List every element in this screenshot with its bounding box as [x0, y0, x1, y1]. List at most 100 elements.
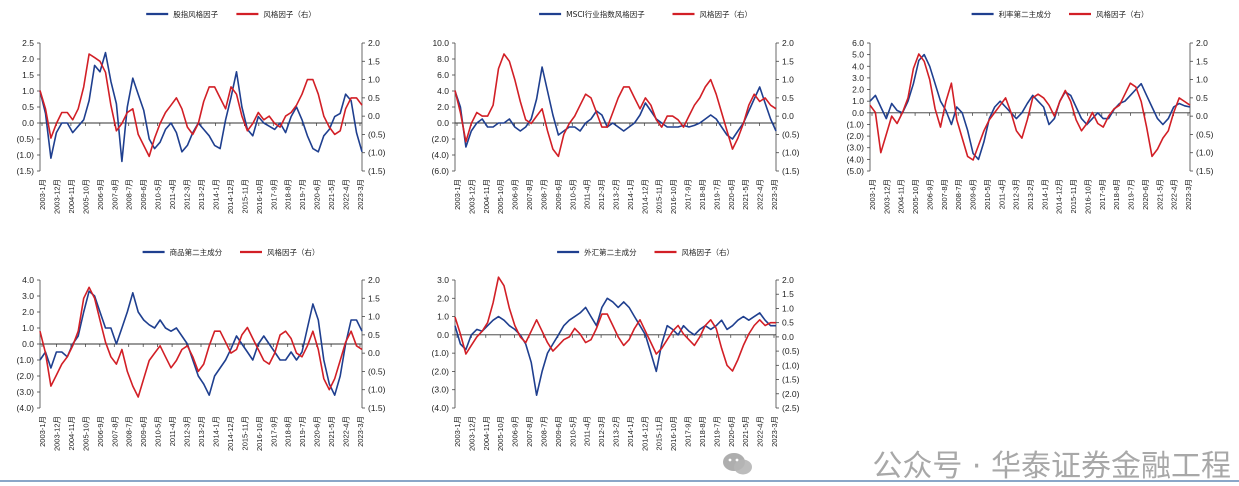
left-tick-label: (3.0)	[17, 387, 35, 397]
x-tick-label: 2013-2月	[1026, 179, 1035, 210]
x-tick-label: 2021-5月	[741, 416, 750, 447]
left-tick-label: 0.0	[852, 108, 864, 118]
x-tick-label: 2006-9月	[96, 416, 105, 447]
x-tick-label: 2007-8月	[525, 416, 534, 447]
left-tick-label: (1.0)	[17, 355, 35, 365]
x-tick-label: 2017-9月	[684, 179, 693, 210]
x-tick-label: 2003-12月	[467, 416, 476, 451]
right-tick-label: 1.0	[1196, 75, 1208, 85]
x-tick-label: 2015-11月	[240, 416, 249, 450]
right-tick-label: (0.5)	[368, 366, 386, 376]
left-tick-label: (0.5)	[17, 134, 35, 144]
x-tick-label: 2020-6月	[313, 179, 322, 210]
x-tick-label: 2009-6月	[139, 416, 148, 447]
x-tick-label: 2012-3月	[597, 416, 606, 447]
x-tick-label: 2006-9月	[96, 179, 105, 210]
x-tick-label: 2020-6月	[313, 416, 322, 447]
x-tick-label: 2017-9月	[269, 179, 278, 210]
right-tick-label: 1.5	[782, 56, 794, 66]
left-tick-label: (1.0)	[432, 348, 450, 358]
x-tick-label: 2014-1月	[626, 416, 635, 447]
x-tick-label: 2014-1月	[626, 179, 635, 210]
x-tick-label: 2016-10月	[255, 179, 264, 214]
x-tick-label: 2016-10月	[669, 179, 678, 214]
x-tick-label: 2005-10月	[496, 416, 505, 451]
series-line-right	[39, 53, 363, 158]
x-tick-label: 2003-12月	[467, 179, 476, 214]
x-tick-label: 2011-4月	[583, 179, 592, 209]
x-tick-label: 2019-7月	[712, 179, 721, 210]
x-tick-label: 2003-1月	[453, 416, 462, 447]
right-tick-label: 1.5	[1196, 56, 1208, 66]
x-tick-label: 2014-1月	[1040, 179, 1049, 210]
right-tick-label: (1.5)	[782, 375, 800, 385]
left-tick-label: (2.0)	[432, 366, 450, 376]
chart-3: 利率第二主成分 风格因子（右）6.05.04.03.02.01.00.0(1.0)…	[847, 9, 1214, 214]
right-tick-label: (1.5)	[368, 166, 386, 176]
x-tick-label: 2019-7月	[712, 416, 721, 447]
x-tick-label: 2022-4月	[756, 179, 765, 210]
x-tick-label: 2010-5月	[568, 416, 577, 447]
x-tick-label: 2005-10月	[496, 179, 505, 214]
x-tick-label: 2023-3月	[770, 416, 779, 447]
x-tick-label: 2003-1月	[38, 179, 47, 210]
series-line-right	[39, 286, 363, 398]
left-tick-label: 2.0	[22, 54, 34, 64]
left-tick-label: 3.0	[22, 291, 34, 301]
footer-divider	[0, 480, 1239, 482]
x-tick-label: 2017-9月	[1098, 179, 1107, 210]
left-tick-label: 6.0	[852, 38, 864, 48]
x-tick-label: 2007-8月	[525, 179, 534, 210]
right-tick-label: 0.0	[368, 111, 380, 121]
left-tick-label: 4.0	[852, 61, 864, 71]
right-tick-label: 2.0	[368, 38, 380, 48]
x-tick-label: 2014-12月	[640, 416, 649, 451]
right-tick-label: (0.5)	[782, 346, 800, 356]
right-tick-label: 0.0	[1196, 111, 1208, 121]
right-tick-label: 1.5	[368, 56, 380, 66]
x-tick-label: 2019-7月	[298, 416, 307, 447]
right-tick-label: 1.0	[368, 75, 380, 85]
x-tick-label: 2021-5月	[1155, 179, 1164, 210]
right-tick-label: 0.5	[782, 93, 794, 103]
x-tick-label: 2018-8月	[698, 179, 707, 210]
right-tick-label: 1.0	[368, 312, 380, 322]
series-line-left	[454, 66, 777, 148]
x-tick-label: 2013-2月	[612, 179, 621, 210]
x-tick-label: 2008-7月	[125, 416, 134, 447]
x-tick-label: 2011-4月	[168, 416, 177, 446]
right-tick-label: (0.5)	[1196, 129, 1214, 139]
x-tick-label: 2015-11月	[655, 416, 664, 450]
left-tick-label: 3.0	[852, 73, 864, 83]
x-tick-label: 2021-5月	[327, 179, 336, 210]
x-tick-label: 2006-9月	[925, 179, 934, 210]
x-tick-label: 2010-5月	[983, 179, 992, 210]
x-tick-label: 2003-12月	[52, 416, 61, 451]
right-tick-label: 2.0	[1196, 38, 1208, 48]
x-tick-label: 2009-6月	[554, 179, 563, 210]
x-tick-label: 2004-11月	[897, 179, 906, 213]
left-tick-label: 2.0	[22, 307, 34, 317]
right-tick-label: 2.0	[782, 275, 794, 285]
x-tick-label: 2014-1月	[211, 416, 220, 447]
x-tick-label: 2023-3月	[1184, 179, 1193, 210]
x-tick-label: 2004-11月	[482, 179, 491, 213]
series-line-right	[454, 53, 777, 158]
right-tick-label: (1.0)	[782, 360, 800, 370]
x-tick-label: 2015-11月	[655, 179, 664, 213]
series-line-left	[39, 290, 363, 397]
legend-label-left: MSCI行业指数风格因子	[566, 9, 645, 19]
left-tick-label: (5.0)	[847, 166, 865, 176]
left-tick-label: 2.0	[437, 102, 449, 112]
x-tick-label: 2003-1月	[38, 416, 47, 447]
chart-4: 商品第二主成分 风格因子（右） 4.0 3.0 2.0 1.0 0.0 (1.0) (2.0) (…	[17, 247, 386, 451]
x-tick-label: 2017-9月	[269, 416, 278, 447]
x-tick-label: 2012-3月	[183, 179, 192, 210]
chart-5: 外汇第二主成分 风格因子（右） 3.0 2.0 1.0 0.0 (1.0) (2.0) (3.0…	[432, 247, 800, 451]
legend-label-left: 股指风格因子	[173, 9, 218, 19]
left-tick-label: 2.5	[22, 38, 34, 48]
series-line-left	[39, 51, 363, 163]
x-tick-label: 2018-8月	[284, 179, 293, 210]
left-tick-label: (1.5)	[17, 166, 35, 176]
right-tick-label: (2.0)	[782, 389, 800, 399]
